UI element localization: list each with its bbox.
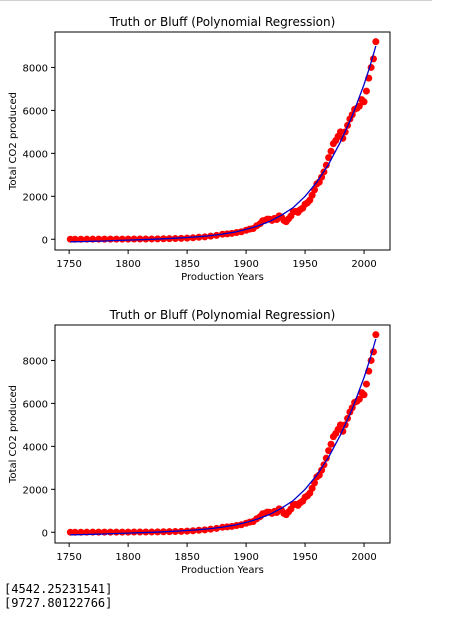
data-point xyxy=(327,147,335,155)
x-axis-label: Production Years xyxy=(181,565,264,576)
data-point xyxy=(355,102,363,110)
x-tick-label: 1800 xyxy=(115,552,140,563)
data-point xyxy=(322,161,330,169)
data-point xyxy=(124,235,132,243)
data-point xyxy=(360,98,368,106)
data-point xyxy=(201,233,209,241)
y-axis-label: Total CO2 produced xyxy=(8,92,19,191)
output-line-2: [9727.80122766] xyxy=(4,596,113,610)
output-line-1: [4542.25231541] xyxy=(4,582,113,596)
data-point xyxy=(372,38,380,46)
data-point xyxy=(311,479,319,487)
y-tick-label: 4000 xyxy=(23,442,48,453)
x-tick-label: 1850 xyxy=(174,259,199,270)
data-point xyxy=(201,526,209,534)
x-tick-label: 2000 xyxy=(351,552,376,563)
y-tick-label: 0 xyxy=(42,235,48,246)
chart-title: Truth or Bluff (Polynomial Regression) xyxy=(109,15,336,29)
x-tick-label: 1750 xyxy=(56,552,81,563)
scatter-series xyxy=(66,331,380,536)
chart-title: Truth or Bluff (Polynomial Regression) xyxy=(109,308,336,322)
data-point xyxy=(71,235,79,243)
data-point xyxy=(130,235,138,243)
y-tick-label: 4000 xyxy=(23,149,48,160)
data-point xyxy=(124,528,132,536)
chart-1: Truth or Bluff (Polynomial Regression) 17… xyxy=(8,15,391,283)
top-border xyxy=(0,0,461,2)
y-tick-label: 8000 xyxy=(23,63,48,74)
y-tick-label: 0 xyxy=(42,528,48,539)
plot-area-frame xyxy=(54,31,391,251)
data-point xyxy=(362,87,370,95)
chart-2: Truth or Bluff (Polynomial Regression) 17… xyxy=(8,308,391,576)
y-tick-label: 8000 xyxy=(23,356,48,367)
data-point xyxy=(318,466,326,474)
data-point xyxy=(318,173,326,181)
y-tick-label: 6000 xyxy=(23,399,48,410)
y-tick-label: 2000 xyxy=(23,485,48,496)
top-border-line xyxy=(0,0,432,1)
data-point xyxy=(360,391,368,399)
data-point xyxy=(136,235,144,243)
data-point xyxy=(71,528,79,536)
regression-line xyxy=(70,338,377,536)
data-point xyxy=(362,380,370,388)
data-point xyxy=(311,186,319,194)
x-tick-label: 1750 xyxy=(56,259,81,270)
data-point xyxy=(325,447,333,455)
data-point xyxy=(355,395,363,403)
data-point xyxy=(308,191,316,199)
output-text: [4542.25231541] [9727.80122766] xyxy=(4,582,112,610)
x-tick-label: 1900 xyxy=(233,259,258,270)
data-point xyxy=(189,527,197,535)
data-point xyxy=(322,454,330,462)
regression-line xyxy=(70,45,377,243)
x-tick-label: 1950 xyxy=(292,552,317,563)
data-point xyxy=(325,154,333,162)
data-point xyxy=(372,331,380,339)
x-tick-label: 1900 xyxy=(233,552,258,563)
data-point xyxy=(189,234,197,242)
x-tick-label: 1950 xyxy=(292,259,317,270)
data-point xyxy=(136,528,144,536)
plot-area-frame xyxy=(54,324,391,544)
data-point xyxy=(130,528,138,536)
x-axis-label: Production Years xyxy=(181,272,264,283)
data-point xyxy=(327,440,335,448)
y-axis-label: Total CO2 produced xyxy=(8,385,19,484)
x-tick-label: 1800 xyxy=(115,259,140,270)
scatter-series xyxy=(66,38,380,243)
x-tick-label: 1850 xyxy=(174,552,199,563)
y-tick-label: 2000 xyxy=(23,192,48,203)
y-tick-label: 6000 xyxy=(23,106,48,117)
x-tick-label: 2000 xyxy=(351,259,376,270)
data-point xyxy=(308,484,316,492)
